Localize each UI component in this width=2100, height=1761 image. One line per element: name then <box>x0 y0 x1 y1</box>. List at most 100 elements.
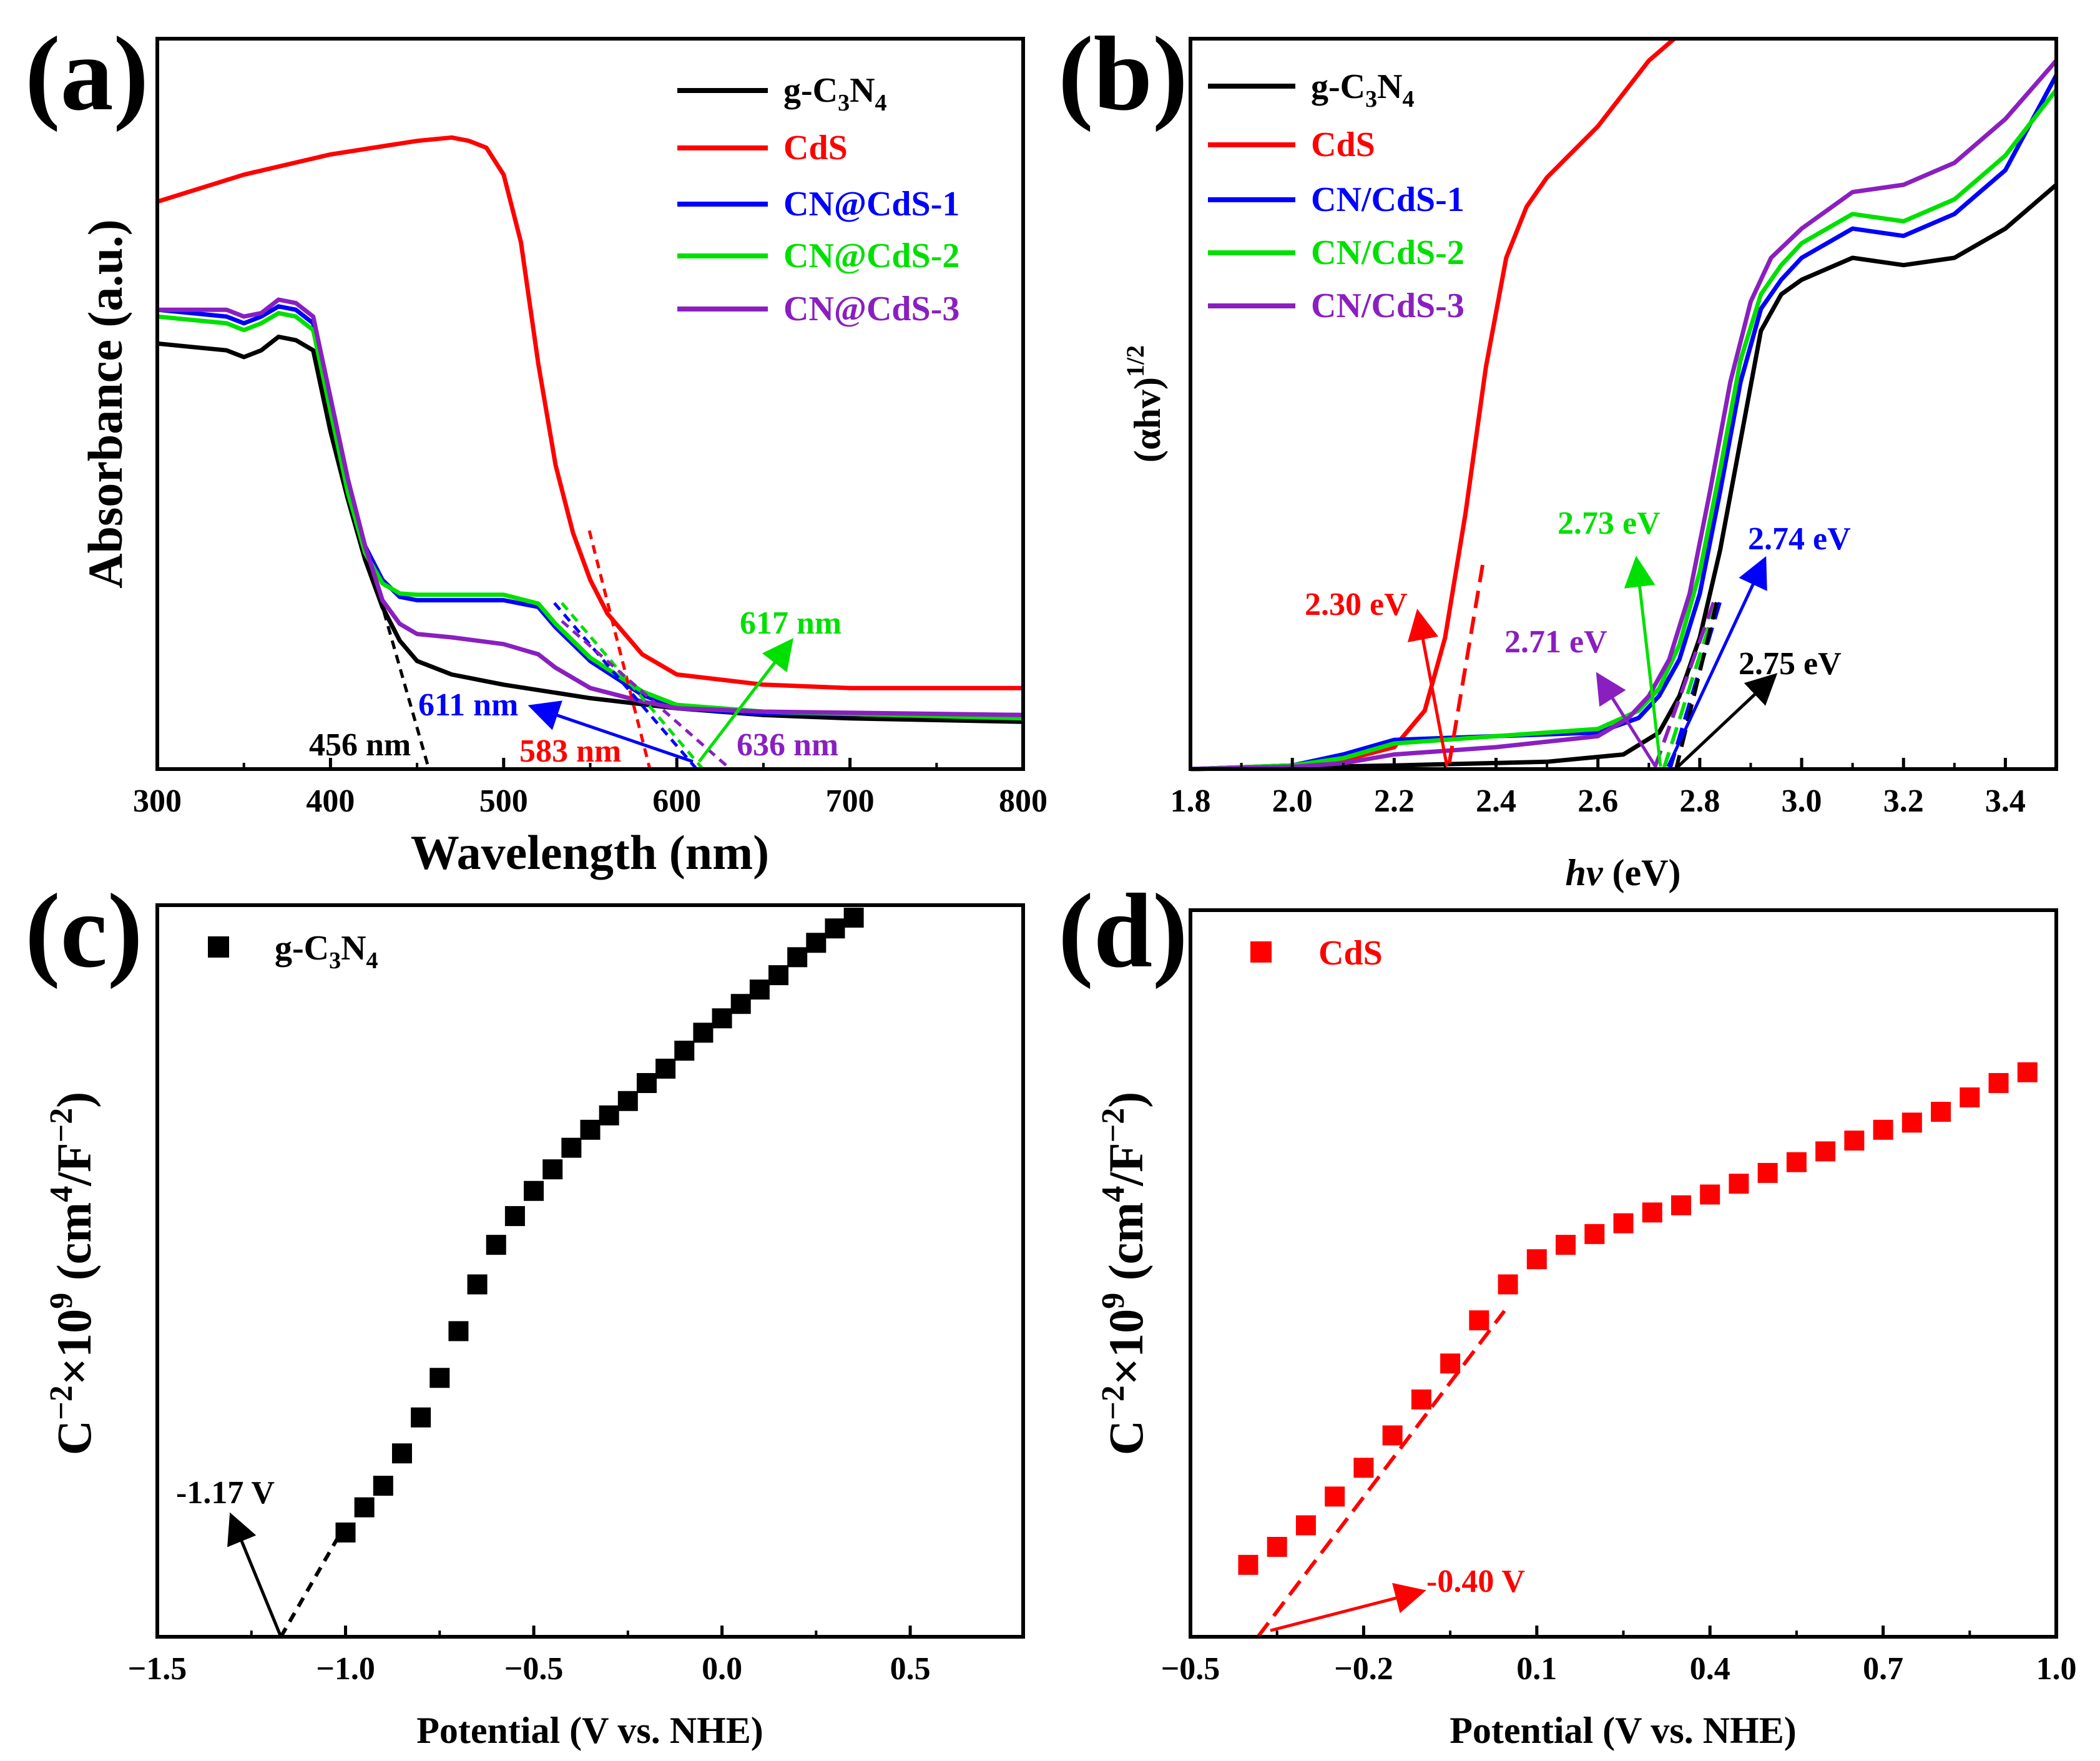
panel-a-guide-cds <box>587 530 652 770</box>
annotation-2.73ev: 2.73 eV <box>1558 506 1661 541</box>
series-line-0 <box>157 335 1024 724</box>
legend-label-cn-cds-1: CN@CdS-1 <box>783 185 959 223</box>
panel-a-guide-cn1 <box>553 602 698 770</box>
x-tick-label: 3.0 <box>1782 783 1822 819</box>
panel-b-x-ticks: 1.8 2.0 2.2 2.4 2.6 2.8 3.0 3.2 3.4 <box>1170 758 2026 819</box>
annotation-617nm: 617 nm <box>740 606 841 641</box>
panel-b-legend: g-C3N4 CdS CN/CdS-1 CN/CdS-2 CN/CdS-3 <box>1208 67 1465 325</box>
x-tick-label: 1.8 <box>1170 783 1211 819</box>
legend-label-gc3n4-b: g-C3N4 <box>1311 67 1415 112</box>
series-line-4 <box>1190 59 2058 772</box>
annotation-456nm: 456 nm <box>309 727 411 763</box>
panel-d-series <box>1238 1062 2038 1575</box>
data-point <box>580 1119 601 1140</box>
x-tick-label: −0.5 <box>504 1651 564 1687</box>
panel-a-guide-cn3 <box>561 620 732 770</box>
annotation-636nm: 636 nm <box>737 727 838 763</box>
data-point <box>712 1008 732 1029</box>
x-tick-label: 2.4 <box>1476 783 1516 819</box>
panel-d-x-axis-title: Potential (V vs. NHE) <box>1450 1710 1797 1751</box>
annotation-2.74ev: 2.74 eV <box>1748 521 1851 557</box>
data-point <box>1440 1353 1461 1374</box>
data-point <box>1786 1152 1807 1172</box>
data-point <box>486 1235 506 1255</box>
panel-b-x-axis-title: hv (eV) <box>1566 852 1681 893</box>
x-tick-label: 500 <box>479 783 528 819</box>
series-line-4 <box>157 297 1024 717</box>
data-point <box>1642 1202 1662 1223</box>
panel-c: (c) −1.5 −1.0 −0.5 0.0 0.5 Potential (V vs. … <box>25 872 1025 1751</box>
panel-d-plot-frame <box>1189 908 2058 1639</box>
panel-b-series <box>1190 37 2059 772</box>
data-point <box>749 979 770 1000</box>
annotation-617nm-arrow <box>698 638 794 763</box>
legend-label-cn-cds-1-b: CN/CdS-1 <box>1311 180 1465 219</box>
annotation-2.30ev-arrow <box>1407 609 1449 767</box>
annotation-611nm-arrow <box>527 700 694 763</box>
panel-b-guide-cn3 <box>1652 601 1715 770</box>
panel-c-x-axis-title: Potential (V vs. NHE) <box>416 1710 763 1751</box>
x-tick-label: −1.0 <box>316 1651 375 1687</box>
x-tick-label: 800 <box>999 783 1048 819</box>
annotation-2.71ev-arrow <box>1596 672 1657 768</box>
data-point <box>1931 1102 1951 1122</box>
data-point <box>542 1159 563 1180</box>
legend-label-cn-cds-2: CN@CdS-2 <box>783 237 959 275</box>
series-line-3 <box>1190 88 2058 772</box>
panel-a-series <box>156 135 1024 724</box>
panel-d-legend: CdS <box>1250 934 1383 973</box>
x-tick-label: 2.2 <box>1374 783 1415 819</box>
panel-a-label: (a) <box>25 15 149 132</box>
data-point <box>1873 1119 1893 1140</box>
data-point <box>655 1058 676 1079</box>
x-tick-label: 1.0 <box>2036 1651 2077 1687</box>
legend-label-cds: CdS <box>783 129 848 167</box>
data-point <box>467 1274 488 1295</box>
data-point <box>1267 1537 1287 1557</box>
data-point <box>429 1368 450 1388</box>
panel-b-guide-gc3n4 <box>1674 602 1719 770</box>
legend-label-gc3n4: g-C3N4 <box>783 71 887 116</box>
panel-a-x-axis-title: Wavelength (nm) <box>411 825 769 880</box>
data-point <box>1469 1310 1489 1331</box>
x-tick-label: 300 <box>133 783 182 819</box>
annotation-neg1.17v: -1.17 V <box>176 1475 275 1511</box>
data-point <box>561 1137 582 1158</box>
series-line-2 <box>157 304 1024 717</box>
data-point <box>1960 1087 1980 1107</box>
data-point <box>1757 1162 1778 1183</box>
panel-c-series <box>335 908 864 1543</box>
series-line-1 <box>1190 37 1676 772</box>
panel-b-guide-cn2 <box>1662 602 1719 770</box>
data-point <box>1584 1224 1605 1244</box>
panel-b-plot-frame <box>1189 37 2058 771</box>
legend-label-cn-cds-2-b: CN/CdS-2 <box>1311 233 1465 272</box>
panel-d-x-ticks: −0.5 −0.2 0.1 0.4 0.7 1.0 <box>1161 1626 2077 1687</box>
data-point <box>1844 1131 1865 1151</box>
data-point <box>768 965 789 986</box>
series-line-2 <box>1190 74 2059 772</box>
x-tick-label: 0.1 <box>1516 1651 1557 1687</box>
panel-b: (b) 1.8 2.0 2.2 2.4 2.6 2.8 3.0 3.2 3.4 hv (eV) … <box>1058 15 2059 893</box>
legend-label-cds-b: CdS <box>1311 125 1375 164</box>
panel-c-fit-line <box>279 1527 345 1638</box>
x-tick-label: 400 <box>306 783 355 819</box>
panel-a-legend: g-C3N4 CdS CN@CdS-1 CN@CdS-2 CN@CdS-3 <box>677 71 959 328</box>
annotation-2.74ev-arrow <box>1666 556 1767 768</box>
legend-marker-gc3n4-c <box>208 936 229 958</box>
panel-a-annotations: 456 nm 583 nm 611 nm 617 nm 636 nm <box>309 606 841 769</box>
data-point <box>825 918 845 939</box>
annotation-583nm: 583 nm <box>519 733 621 769</box>
panel-a-guide-lines <box>382 530 732 770</box>
data-point <box>1295 1515 1316 1536</box>
data-point <box>354 1497 375 1518</box>
panel-a: (a) 300 400 500 600 700 800 Wavelength (nm) A… <box>25 15 1048 880</box>
data-point <box>1238 1554 1259 1575</box>
x-tick-label: 0.7 <box>1863 1651 1903 1687</box>
data-point <box>1671 1195 1691 1215</box>
x-tick-label: 2.6 <box>1577 783 1618 819</box>
x-tick-label: 0.0 <box>702 1651 742 1687</box>
annotation-neg0.40v-arrow <box>1270 1582 1426 1632</box>
data-point <box>448 1321 469 1342</box>
data-point <box>843 908 864 928</box>
